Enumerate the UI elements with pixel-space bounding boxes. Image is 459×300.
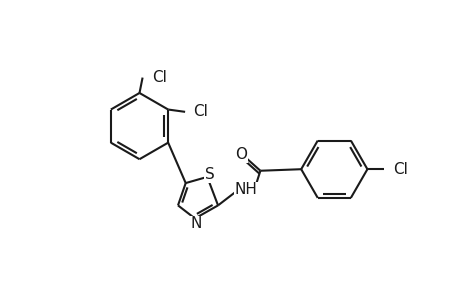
Text: Cl: Cl	[152, 70, 167, 85]
Text: N: N	[190, 216, 201, 231]
Text: O: O	[235, 147, 246, 162]
Text: S: S	[204, 167, 214, 182]
Text: NH: NH	[234, 182, 257, 197]
Text: Cl: Cl	[193, 104, 208, 119]
Text: Cl: Cl	[392, 162, 407, 177]
